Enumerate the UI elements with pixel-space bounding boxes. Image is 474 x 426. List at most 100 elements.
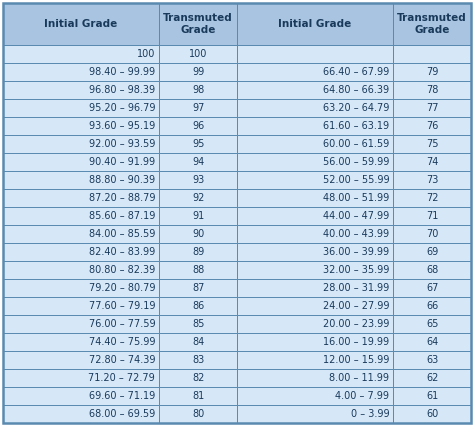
Bar — [3, 3, 159, 45]
Text: 63.20 – 64.79: 63.20 – 64.79 — [323, 103, 389, 113]
Text: 69: 69 — [426, 247, 438, 257]
Text: 82.40 – 83.99: 82.40 – 83.99 — [89, 247, 155, 257]
Bar — [159, 135, 237, 153]
Bar — [3, 315, 159, 333]
Text: 85.60 – 87.19: 85.60 – 87.19 — [89, 211, 155, 221]
Bar — [393, 315, 471, 333]
Bar — [159, 369, 237, 387]
Text: 96: 96 — [192, 121, 204, 131]
Text: 77.60 – 79.19: 77.60 – 79.19 — [89, 301, 155, 311]
Text: 8.00 – 11.99: 8.00 – 11.99 — [329, 373, 389, 383]
Text: 87.20 – 88.79: 87.20 – 88.79 — [89, 193, 155, 203]
Text: 12.00 – 15.99: 12.00 – 15.99 — [323, 355, 389, 365]
Text: 84: 84 — [192, 337, 204, 347]
Text: 24.00 – 27.99: 24.00 – 27.99 — [323, 301, 389, 311]
Bar — [237, 387, 393, 405]
Text: 48.00 – 51.99: 48.00 – 51.99 — [323, 193, 389, 203]
Bar — [237, 369, 393, 387]
Text: 65: 65 — [426, 319, 438, 329]
Bar — [3, 81, 159, 99]
Text: 96.80 – 98.39: 96.80 – 98.39 — [89, 85, 155, 95]
Text: 56.00 – 59.99: 56.00 – 59.99 — [323, 157, 389, 167]
Text: 62: 62 — [426, 373, 438, 383]
Text: Initial Grade: Initial Grade — [45, 19, 118, 29]
Text: 32.00 – 35.99: 32.00 – 35.99 — [323, 265, 389, 275]
Bar — [3, 243, 159, 261]
Bar — [3, 225, 159, 243]
Bar — [159, 3, 237, 45]
Bar — [159, 225, 237, 243]
Bar — [159, 387, 237, 405]
Bar — [3, 405, 159, 423]
Text: 66: 66 — [426, 301, 438, 311]
Text: 84.00 – 85.59: 84.00 – 85.59 — [89, 229, 155, 239]
Bar — [159, 45, 237, 63]
Bar — [3, 63, 159, 81]
Text: 73: 73 — [426, 175, 438, 185]
Bar — [159, 351, 237, 369]
Text: 61.60 – 63.19: 61.60 – 63.19 — [323, 121, 389, 131]
Bar — [393, 279, 471, 297]
Text: 4.00 – 7.99: 4.00 – 7.99 — [335, 391, 389, 401]
Bar — [3, 171, 159, 189]
Text: 95.20 – 96.79: 95.20 – 96.79 — [89, 103, 155, 113]
Bar — [159, 117, 237, 135]
Text: 90: 90 — [192, 229, 204, 239]
Text: 91: 91 — [192, 211, 204, 221]
Bar — [237, 81, 393, 99]
Text: 69.60 – 71.19: 69.60 – 71.19 — [89, 391, 155, 401]
Bar — [159, 243, 237, 261]
Bar — [3, 207, 159, 225]
Text: 61: 61 — [426, 391, 438, 401]
Text: 68.00 – 69.59: 68.00 – 69.59 — [89, 409, 155, 419]
Text: 72.80 – 74.39: 72.80 – 74.39 — [89, 355, 155, 365]
Bar — [237, 117, 393, 135]
Bar — [393, 351, 471, 369]
Bar — [393, 261, 471, 279]
Bar — [393, 45, 471, 63]
Bar — [237, 99, 393, 117]
Text: 71: 71 — [426, 211, 438, 221]
Bar — [3, 297, 159, 315]
Text: 85: 85 — [192, 319, 204, 329]
Bar — [393, 153, 471, 171]
Text: 80.80 – 82.39: 80.80 – 82.39 — [89, 265, 155, 275]
Text: 98: 98 — [192, 85, 204, 95]
Bar — [393, 99, 471, 117]
Bar — [159, 207, 237, 225]
Bar — [393, 81, 471, 99]
Bar — [159, 81, 237, 99]
Text: 72: 72 — [426, 193, 438, 203]
Bar — [237, 351, 393, 369]
Text: 90.40 – 91.99: 90.40 – 91.99 — [89, 157, 155, 167]
Bar — [237, 297, 393, 315]
Text: 70: 70 — [426, 229, 438, 239]
Text: 71.20 – 72.79: 71.20 – 72.79 — [89, 373, 155, 383]
Text: 94: 94 — [192, 157, 204, 167]
Bar — [159, 297, 237, 315]
Bar — [3, 189, 159, 207]
Bar — [393, 63, 471, 81]
Bar — [159, 189, 237, 207]
Text: 78: 78 — [426, 85, 438, 95]
Text: 68: 68 — [426, 265, 438, 275]
Text: 87: 87 — [192, 283, 204, 293]
Text: 40.00 – 43.99: 40.00 – 43.99 — [323, 229, 389, 239]
Bar — [237, 153, 393, 171]
Text: 60: 60 — [426, 409, 438, 419]
Text: 92.00 – 93.59: 92.00 – 93.59 — [89, 139, 155, 149]
Bar — [3, 387, 159, 405]
Text: 79: 79 — [426, 67, 438, 77]
Text: 100: 100 — [189, 49, 207, 59]
Bar — [393, 405, 471, 423]
Text: Initial Grade: Initial Grade — [278, 19, 352, 29]
Bar — [159, 63, 237, 81]
Text: 92: 92 — [192, 193, 204, 203]
Text: 20.00 – 23.99: 20.00 – 23.99 — [323, 319, 389, 329]
Bar — [237, 279, 393, 297]
Text: 64: 64 — [426, 337, 438, 347]
Text: 88: 88 — [192, 265, 204, 275]
Bar — [393, 117, 471, 135]
Bar — [393, 369, 471, 387]
Bar — [237, 207, 393, 225]
